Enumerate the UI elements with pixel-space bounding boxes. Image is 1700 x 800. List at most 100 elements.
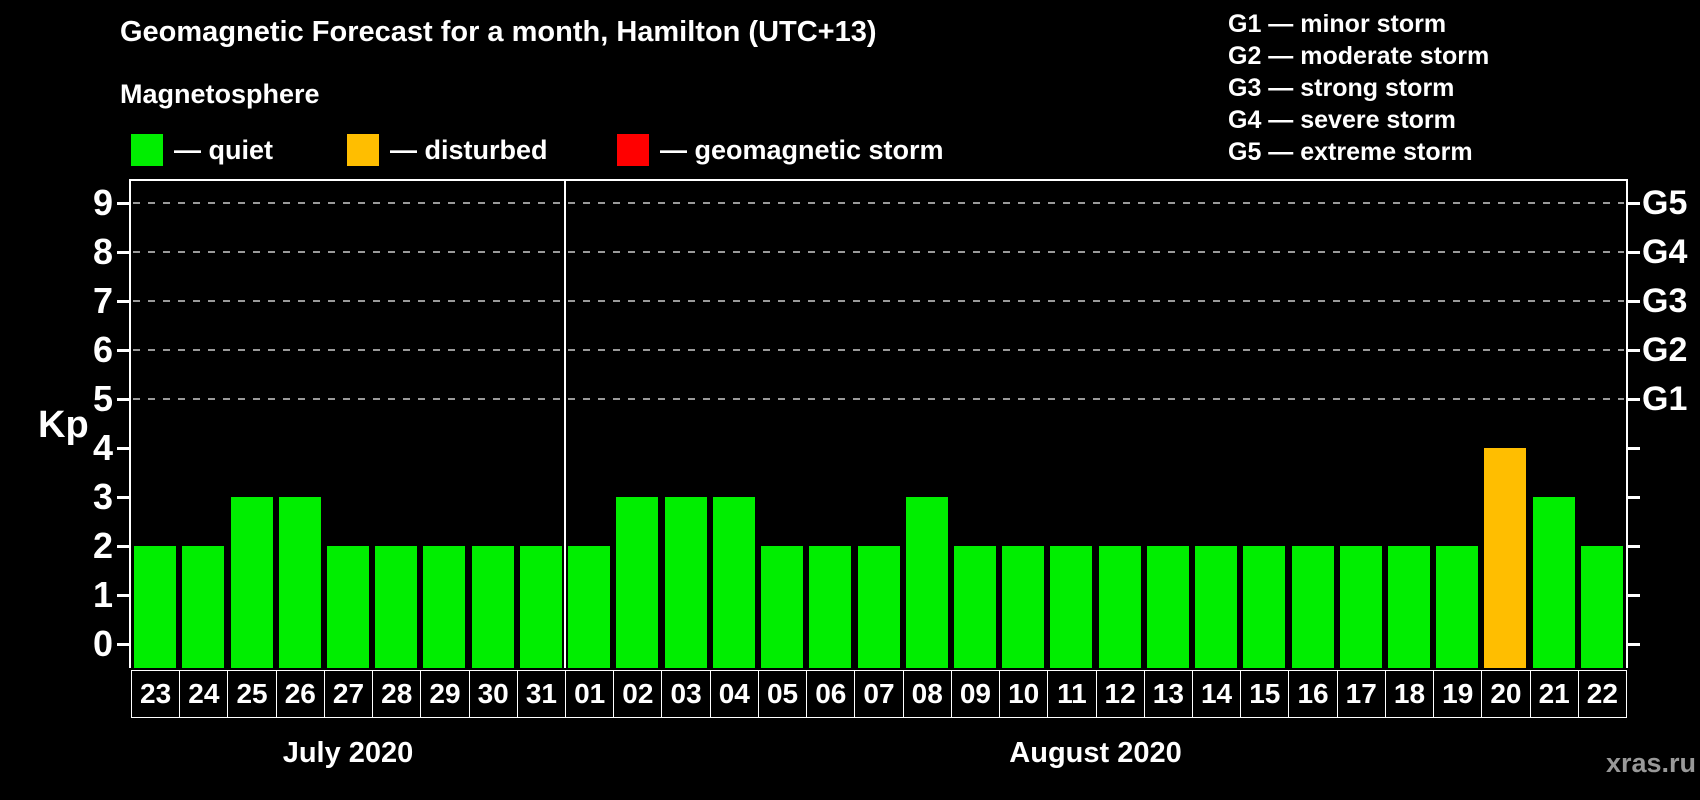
- y-axis-tick-label: 4: [92, 426, 113, 468]
- day-label-cell: 31: [516, 670, 567, 718]
- right-axis-label: G4: [1642, 232, 1688, 271]
- day-label-cell: 17: [1336, 670, 1386, 718]
- day-label-cell: 08: [902, 670, 952, 718]
- y-axis-tick: [117, 250, 129, 254]
- kp-bar: [519, 545, 562, 668]
- kp-bar: [1146, 545, 1189, 668]
- kp-bar: [1195, 545, 1238, 668]
- kp-bar: [1098, 545, 1141, 668]
- day-label-cell: 21: [1529, 670, 1579, 718]
- day-label-cell: 23: [131, 670, 181, 718]
- right-axis-label: G3: [1642, 281, 1688, 320]
- day-label-cell: 10: [999, 670, 1049, 718]
- day-label-cell: 30: [468, 670, 518, 718]
- y-axis-tick: [117, 397, 129, 401]
- day-label-cell: 03: [661, 670, 711, 718]
- y-axis-tick-label: 8: [92, 230, 113, 272]
- y-axis-tick-label: 1: [92, 573, 113, 615]
- kp-bar: [712, 496, 755, 668]
- day-label-cell: 05: [757, 670, 808, 718]
- chart-title: Geomagnetic Forecast for a month, Hamilt…: [120, 16, 877, 48]
- kp-bar: [1436, 545, 1479, 668]
- kp-bar: [809, 545, 852, 668]
- kp-bar: [1387, 545, 1430, 668]
- right-axis-label: G1: [1642, 379, 1688, 418]
- right-axis-tick: [1628, 642, 1640, 646]
- right-axis-tick: [1628, 544, 1640, 548]
- day-label-cell: 18: [1384, 670, 1435, 718]
- month-label: August 2020: [1009, 737, 1182, 769]
- chart-subtitle: Magnetosphere: [120, 79, 320, 109]
- kp-bar: [953, 545, 996, 668]
- day-label-cell: 25: [227, 670, 277, 718]
- magnetosphere-legend: — quiet — disturbed — geomagnetic storm: [0, 134, 1700, 168]
- kp-bar: [1580, 545, 1623, 668]
- watermark: xras.ru: [1605, 748, 1696, 778]
- kp-bar: [471, 545, 514, 668]
- kp-bar: [1243, 545, 1286, 668]
- y-axis-tick: [117, 642, 129, 646]
- y-axis-tick: [117, 202, 129, 206]
- kp-bar: [568, 545, 611, 668]
- g-legend-line: G4 — severe storm: [1228, 106, 1456, 134]
- kp-bar: [1484, 447, 1527, 668]
- right-axis-tick: [1628, 397, 1640, 401]
- day-label-cell: 02: [613, 670, 663, 718]
- y-axis-tick-label: 2: [92, 524, 113, 566]
- y-axis-tick: [117, 348, 129, 352]
- right-axis-tick: [1628, 593, 1640, 597]
- day-label-cell: 24: [179, 670, 229, 718]
- kp-bar: [664, 496, 707, 668]
- right-axis-tick: [1628, 495, 1640, 499]
- day-label-cell: 20: [1481, 670, 1531, 718]
- legend-swatch-storm: [617, 134, 649, 166]
- day-label-cell: 14: [1191, 670, 1242, 718]
- y-axis-tick-label: 6: [92, 328, 113, 370]
- kp-bar: [1339, 545, 1382, 668]
- day-label-cell: 12: [1095, 670, 1145, 718]
- g-legend-line: G3 — strong storm: [1228, 74, 1455, 102]
- y-axis-title: Kp: [38, 404, 89, 446]
- day-label-cell: 29: [420, 670, 470, 718]
- y-axis-tick-label: 5: [92, 377, 113, 419]
- kp-bar: [375, 545, 418, 668]
- y-axis-tick: [117, 299, 129, 303]
- kp-bar: [616, 496, 659, 668]
- day-label-cell: 01: [565, 670, 615, 718]
- legend-label: — disturbed: [390, 135, 548, 165]
- kp-bar: [1050, 545, 1093, 668]
- y-axis-tick-label: 9: [92, 182, 113, 224]
- legend-item-disturbed: — disturbed: [347, 134, 548, 166]
- day-label-cell: 11: [1047, 670, 1097, 718]
- y-axis-tick-label: 7: [92, 279, 113, 321]
- kp-bar: [423, 545, 466, 668]
- kp-gridline: [133, 299, 1624, 302]
- legend-item-storm: — geomagnetic storm: [617, 134, 944, 166]
- kp-bar: [905, 496, 948, 668]
- g-legend-line: G5 — extreme storm: [1228, 138, 1473, 166]
- plot-area: [129, 179, 1628, 668]
- kp-bar: [1532, 496, 1575, 668]
- y-axis-tick-label: 3: [92, 475, 113, 517]
- day-label-cell: 16: [1288, 670, 1338, 718]
- day-label-cell: 27: [323, 670, 374, 718]
- day-label-cell: 22: [1577, 670, 1627, 718]
- kp-bar: [857, 545, 900, 668]
- right-axis-tick: [1628, 299, 1640, 303]
- day-label-cell: 26: [275, 670, 325, 718]
- y-axis-tick: [117, 446, 129, 450]
- day-label-cell: 06: [806, 670, 856, 718]
- kp-gridline: [133, 397, 1624, 400]
- g-scale-legend: G1 — minor storm G2 — moderate storm G3 — …: [1228, 8, 1489, 168]
- day-label-cell: 04: [709, 670, 759, 718]
- right-axis-label: G2: [1642, 330, 1688, 369]
- kp-bar: [278, 496, 321, 668]
- right-axis-tick: [1628, 446, 1640, 450]
- legend-swatch-disturbed: [347, 134, 379, 166]
- day-label-cell: 13: [1143, 670, 1193, 718]
- kp-gridline: [133, 348, 1624, 351]
- day-label-cell: 07: [854, 670, 904, 718]
- month-divider-line: [564, 181, 567, 668]
- right-axis-tick: [1628, 250, 1640, 254]
